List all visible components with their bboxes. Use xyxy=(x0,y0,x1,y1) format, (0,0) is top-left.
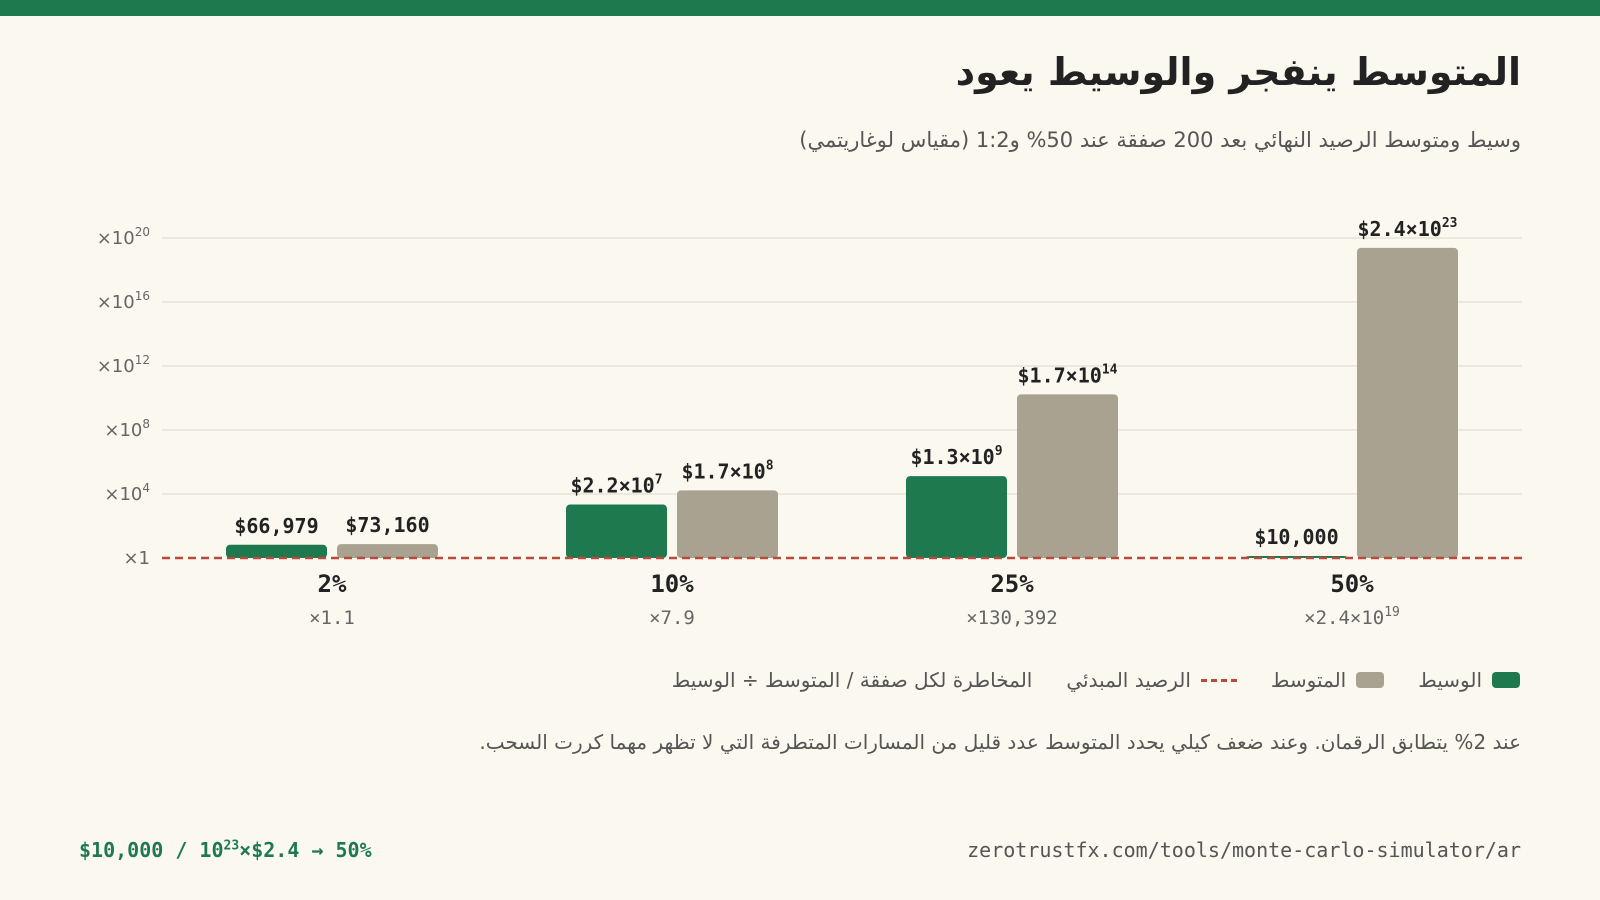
mean-bar xyxy=(677,490,778,558)
bars xyxy=(226,247,1458,558)
baseline-swatch xyxy=(1200,678,1237,682)
mean-value-label-sup: 8 xyxy=(766,458,774,473)
y-tick-label: ×1012 xyxy=(97,353,150,377)
ratio-text: ×130,392 xyxy=(966,607,1058,629)
y-tick-sup: 12 xyxy=(135,353,150,367)
chart-subtitle: وسيط ومتوسط الرصيد النهائي بعد 200 صفقة … xyxy=(799,128,1521,152)
median-value-label: $2.2×107 xyxy=(570,473,662,498)
median-value-label: $10,000 xyxy=(1254,525,1338,549)
legend-ratio-label: المخاطرة لكل صفقة / المتوسط ÷ الوسيط xyxy=(671,668,1033,692)
y-axis-ticks: ×1×104×108×1012×1016×1020 xyxy=(97,225,150,569)
footnote: عند 2% يتطابق الرقمان. وعند ضعف كيلي يحد… xyxy=(479,730,1521,754)
median-swatch xyxy=(1492,672,1520,688)
mean-swatch xyxy=(1356,672,1385,688)
median-value-label: $66,979 xyxy=(234,514,318,538)
median-value-label-text: $66,979 xyxy=(234,514,318,538)
median-bar xyxy=(226,544,327,558)
legend-baseline-label: الرصيد المبدئي xyxy=(1066,668,1191,692)
footer-left-pre: $10,000 / 10 xyxy=(79,838,224,862)
ratio-label: ×130,392 xyxy=(966,607,1058,629)
legend: الوسيط المتوسط الرصيد المبدئي المخاطرة ل… xyxy=(672,668,1520,692)
y-tick-base: ×10 xyxy=(97,356,135,377)
mean-bar xyxy=(1017,394,1118,558)
mean-value-label-sup: 14 xyxy=(1102,362,1118,377)
category-label: 25% xyxy=(990,570,1034,598)
y-tick-base: ×10 xyxy=(97,228,135,249)
median-value-label: $1.3×109 xyxy=(910,444,1002,469)
top-accent-bar xyxy=(0,0,1600,16)
mean-value-label-text: $73,160 xyxy=(345,513,429,537)
mean-value-label-text: $2.4×10 xyxy=(1358,217,1442,241)
category-label: 2% xyxy=(318,570,347,598)
ratio-label: ×1.1 xyxy=(309,607,355,629)
median-value-label-sup: 9 xyxy=(995,444,1003,459)
category-label: 50% xyxy=(1330,570,1374,598)
footer-left-sup: 23 xyxy=(223,838,240,854)
chart-title: المتوسط ينفجر والوسيط يعود xyxy=(955,50,1522,94)
footer-left-post: ×$2.4 → 50% xyxy=(239,838,372,862)
median-bar xyxy=(906,476,1007,558)
median-bar xyxy=(566,504,667,558)
ratio-text: ×7.9 xyxy=(649,607,695,629)
mean-value-label-sup: 23 xyxy=(1442,216,1458,231)
footer-url[interactable]: zerotrustfx.com/tools/monte-carlo-simula… xyxy=(967,838,1521,862)
y-tick-sup: 4 xyxy=(142,481,150,495)
mean-bar xyxy=(337,544,438,558)
ratio-text: ×2.4×10 xyxy=(1304,607,1384,629)
y-tick-base: ×10 xyxy=(97,292,135,313)
mean-bar xyxy=(1357,247,1458,558)
ratio-label: ×2.4×1019 xyxy=(1304,605,1400,629)
median-value-label-text: $10,000 xyxy=(1254,525,1338,549)
y-tick-label: ×108 xyxy=(104,417,150,441)
legend-item-median: الوسيط xyxy=(1418,668,1520,692)
y-tick-base: ×1 xyxy=(123,548,150,569)
bar-chart: ×1×104×108×1012×1016×1020 $66,979 $73,160… xyxy=(97,216,1522,629)
y-tick-sup: 8 xyxy=(142,417,150,431)
y-tick-sup: 16 xyxy=(135,289,150,303)
y-tick-sup: 20 xyxy=(135,225,150,239)
legend-mean-label: المتوسط xyxy=(1270,668,1347,692)
legend-item-mean: المتوسط xyxy=(1270,668,1385,692)
legend-item-ratio: المخاطرة لكل صفقة / المتوسط ÷ الوسيط xyxy=(672,668,1033,692)
legend-median-label: الوسيط xyxy=(1418,668,1482,692)
median-value-label-text: $2.2×10 xyxy=(570,474,654,498)
y-tick-label: ×104 xyxy=(104,481,150,505)
median-value-label-text: $1.3×10 xyxy=(910,445,994,469)
mean-value-label: $73,160 xyxy=(345,513,429,537)
grid-lines xyxy=(162,237,1522,495)
y-tick-base: ×10 xyxy=(104,484,142,505)
ratio-label: ×7.9 xyxy=(649,607,695,629)
y-tick-base: ×10 xyxy=(104,420,142,441)
ratio-text: ×1.1 xyxy=(309,607,355,629)
footer-summary: $10,000 / 1023×$2.4 → 50% xyxy=(79,838,372,862)
y-tick-label: ×1020 xyxy=(97,225,150,249)
y-tick-label: ×1 xyxy=(123,548,150,569)
mean-value-label: $2.4×1023 xyxy=(1358,216,1458,241)
ratio-sup: 19 xyxy=(1384,605,1400,620)
median-value-label-sup: 7 xyxy=(655,473,663,488)
mean-value-label: $1.7×1014 xyxy=(1018,362,1118,387)
y-tick-label: ×1016 xyxy=(97,289,150,313)
mean-value-label-text: $1.7×10 xyxy=(681,459,765,483)
mean-value-label: $1.7×108 xyxy=(681,458,773,483)
mean-value-label-text: $1.7×10 xyxy=(1018,363,1102,387)
legend-item-baseline: الرصيد المبدئي xyxy=(1066,668,1237,692)
category-label: 10% xyxy=(650,570,694,598)
